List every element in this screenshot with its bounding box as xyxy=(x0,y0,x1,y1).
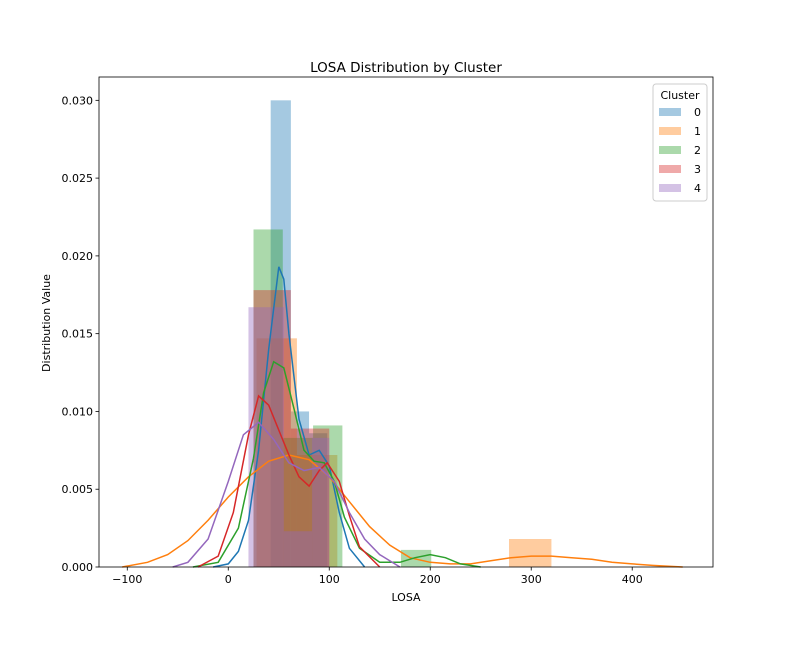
y-tick-label: 0.025 xyxy=(62,172,94,185)
hist-bar-cluster-4-0 xyxy=(248,307,284,567)
hist-bar-cluster-1-2 xyxy=(509,539,552,567)
legend: Cluster 0 1 2 3 4 xyxy=(652,83,708,202)
kde-line-cluster-0 xyxy=(212,266,366,568)
hist-bar-cluster-0-0 xyxy=(270,100,291,567)
hist-bar-cluster-4-1 xyxy=(283,531,313,567)
legend-label-cluster-4: 4 xyxy=(694,182,701,195)
plot-frame xyxy=(98,76,714,568)
hist-bar-cluster-2-2 xyxy=(313,425,343,567)
plot-area xyxy=(98,76,714,568)
hist-bar-cluster-3-1 xyxy=(290,428,330,567)
hist-bar-cluster-3-0 xyxy=(253,290,291,567)
legend-box xyxy=(652,83,708,202)
x-axis-label: LOSA xyxy=(391,591,421,604)
kde-line-cluster-2 xyxy=(192,360,481,568)
x-tick-label: 300 xyxy=(521,573,542,586)
hist-bar-cluster-1-0 xyxy=(256,338,297,567)
legend-swatch-cluster-0 xyxy=(659,108,681,116)
x-tick-label: 100 xyxy=(319,573,340,586)
legend-label-cluster-1: 1 xyxy=(694,125,701,138)
y-tick-label: 0.010 xyxy=(62,405,94,418)
x-tick-label: 400 xyxy=(622,573,643,586)
y-tick-label: 0.030 xyxy=(62,94,94,107)
y-tick-label: 0.015 xyxy=(62,328,94,341)
y-tick-label: 0.020 xyxy=(62,250,94,263)
legend-swatch-cluster-4 xyxy=(659,184,681,192)
legend-swatch-cluster-1 xyxy=(659,127,681,135)
kde-line-cluster-4 xyxy=(172,421,401,568)
x-tick-label: 200 xyxy=(420,573,441,586)
legend-title: Cluster xyxy=(660,89,700,102)
x-tick-label: 0 xyxy=(225,573,232,586)
y-tick-label: 0.000 xyxy=(62,561,94,574)
chart-title: LOSA Distribution by Cluster xyxy=(310,60,502,76)
hist-bar-cluster-4-2 xyxy=(312,437,330,567)
x-axis: −100 0 100 200 300 400 xyxy=(112,567,643,586)
y-axis: 0.000 0.005 0.010 0.015 0.020 0.025 0.030 xyxy=(62,94,99,574)
legend-label-cluster-2: 2 xyxy=(694,144,701,157)
legend-swatch-cluster-3 xyxy=(659,165,681,173)
y-tick-label: 0.005 xyxy=(62,483,94,496)
x-tick-label: −100 xyxy=(112,573,142,586)
legend-label-cluster-3: 3 xyxy=(694,163,701,176)
legend-swatch-cluster-2 xyxy=(659,146,681,154)
y-axis-label: Distribution Value xyxy=(40,274,53,372)
legend-label-cluster-0: 0 xyxy=(694,106,701,119)
